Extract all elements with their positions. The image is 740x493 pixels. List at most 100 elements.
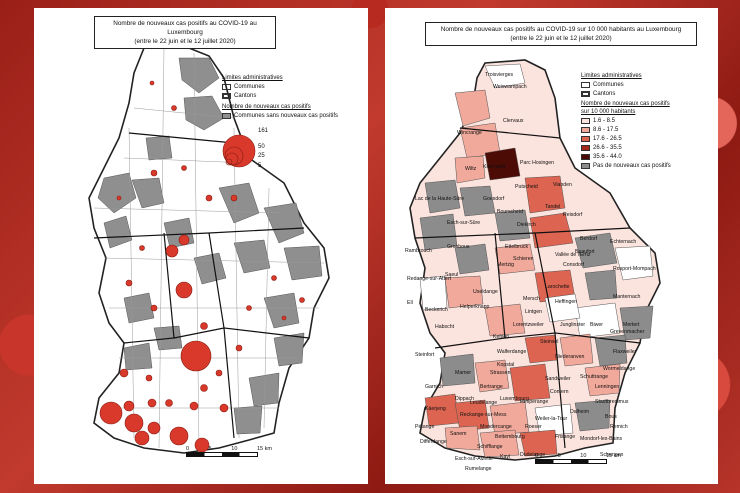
canton-boundaries-right (414, 127, 641, 449)
place-label: Mersch (523, 296, 540, 302)
place-label: Ettelbruck (505, 244, 528, 250)
scale-bar-graphic-right (535, 459, 607, 464)
place-label: Dudelange (520, 452, 545, 458)
scale-0: 0 (186, 446, 190, 452)
place-label: Flaxweiler (613, 349, 637, 355)
place-label: Pétange (415, 424, 434, 430)
place-label: Mamer (455, 370, 471, 376)
rate-class-swatch (581, 153, 590, 160)
right-legend-rate-title: Nombre de nouveaux cas positifs (581, 101, 670, 107)
place-label: Rosport-Mompach (613, 266, 656, 272)
place-label: Grevenmacher (610, 329, 645, 335)
rate-class-swatch (581, 126, 590, 133)
rate-class-label: 1.6 - 8.5 (593, 117, 616, 124)
place-label: Strassen (490, 370, 511, 376)
rate-class-row: 1.6 - 8.5 (581, 116, 716, 125)
no-case-swatch (222, 112, 231, 119)
circle-value-50: 50 (258, 143, 265, 150)
place-label: Kehlen (493, 334, 509, 340)
place-label: Lenningen (595, 384, 619, 390)
rate-class-swatch (581, 144, 590, 151)
rate-class-label: 35.6 - 44.0 (593, 153, 622, 160)
scale-0-right: 0 (535, 453, 539, 459)
place-label: Diekirch (517, 222, 536, 228)
rate-class-row: 17.6 - 26.5 (581, 134, 716, 143)
place-label: Parc Hosingen (520, 160, 554, 166)
place-labels: Troisvierges Weiswampach Wincrange Clervaux… (405, 72, 656, 472)
left-map-panel: Nombre de nouveaux cas positifs au COVID… (34, 8, 368, 484)
place-label: Käerjeng (425, 406, 446, 412)
commune-boundaries (93, 47, 325, 449)
place-label: Mondercange (480, 424, 512, 430)
left-map-svg (88, 45, 330, 454)
place-label: Ell (407, 300, 413, 306)
place-label: Beaufort (575, 249, 595, 255)
place-label: Useldange (473, 289, 498, 295)
left-legend: Limites administratives Communes Cantons… (222, 74, 362, 120)
place-label: Manternach (613, 294, 641, 300)
right-map-panel: Troisvierges Weiswampach Wincrange Clervaux… (385, 8, 718, 484)
place-label: Esch-sur-Sûre (447, 220, 480, 226)
place-label: Sandweiler (545, 376, 571, 382)
rate-communes (419, 63, 654, 458)
place-label: Larochette (545, 284, 570, 290)
place-label: Frisange (555, 434, 575, 440)
canton-swatch (222, 92, 231, 99)
left-map-title: Nombre de nouveaux cas positifs au COVID… (94, 16, 276, 49)
place-label: Leudelange (470, 400, 497, 406)
place-label: Vallée de l'Ernz (555, 252, 591, 258)
place-label: Mertzig (497, 262, 514, 268)
right-title-line2: (entre le 22 juin et le 12 juillet 2020) (510, 35, 612, 42)
case-circles (99, 80, 305, 453)
place-label: Schengen (600, 452, 623, 458)
scale-15-right: 15 km (605, 453, 621, 459)
place-label: Lorentzweiler (513, 322, 544, 328)
place-label: Habscht (435, 324, 455, 330)
scale-bar-graphic (186, 452, 258, 457)
place-label: Reckange-sur-Mess (460, 412, 507, 418)
place-label: Luxembourg (500, 396, 529, 402)
place-label: Saeul (445, 272, 458, 278)
place-label: Bertrange (480, 384, 503, 390)
circle-value-25: 25 (258, 153, 265, 159)
scale-15: 15 km (256, 446, 272, 452)
right-legend-admin-title: Limites administratives (581, 73, 642, 79)
place-label: Bettembourg (495, 434, 525, 440)
place-label: Consdorf (563, 262, 585, 268)
place-label: Schifflange (477, 444, 503, 450)
left-legend-cantons: Cantons (234, 92, 257, 99)
rate-class-label: 8.6 - 17.5 (593, 126, 619, 133)
rate-class-label: 17.6 - 26.5 (593, 135, 622, 142)
place-label: Sanem (450, 431, 466, 437)
rate-class-swatch (581, 135, 590, 142)
rate-class-swatch (581, 162, 590, 169)
place-label: Wormeldange (603, 366, 635, 372)
place-label: Helperknapp (460, 304, 490, 310)
place-label: Garnich (425, 384, 443, 390)
scale-5: 5 (208, 446, 212, 452)
circle-values: 161 50 25 5 (258, 127, 268, 171)
rate-class-swatch (581, 117, 590, 124)
place-label: Kiischpelt (483, 164, 506, 170)
place-label: Biwer (590, 322, 603, 328)
right-map-svg: Troisvierges Weiswampach Wincrange Clervaux… (405, 59, 661, 472)
scale-10: 10 (231, 446, 238, 452)
canton-boundaries (93, 132, 310, 439)
place-label: Steinfort (415, 352, 435, 358)
place-label: Troisvierges (485, 72, 513, 78)
circle-luxembourg (180, 340, 212, 372)
left-legend-communes: Communes (234, 83, 265, 90)
right-legend-rate-title2: sur 10 000 habitants (581, 109, 636, 115)
place-label: Lintgen (525, 309, 542, 315)
place-label: Walferdange (497, 349, 526, 355)
place-label: Wiltz (465, 166, 477, 172)
rate-class-row: 35.6 - 44.0 (581, 152, 716, 161)
left-scale-bar: 0 5 10 15 km (186, 446, 272, 457)
right-legend: Limites administratives Communes Cantons… (581, 72, 716, 170)
rate-class-label: 26.6 - 35.5 (593, 144, 622, 151)
circle-mersch (175, 281, 193, 299)
place-label: Rambrouch (405, 248, 432, 254)
left-legend-admin-title: Limites administratives (222, 75, 283, 81)
place-label: Kopstal (497, 362, 514, 368)
canton-swatch-right (581, 90, 590, 97)
